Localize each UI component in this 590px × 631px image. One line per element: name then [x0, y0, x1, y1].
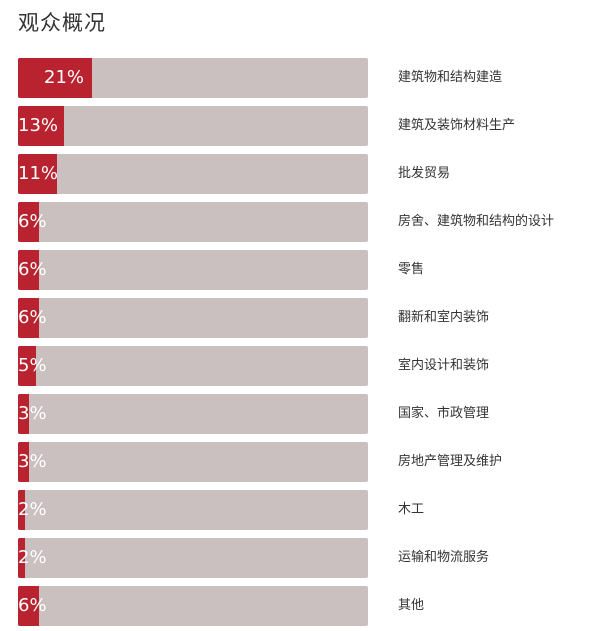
bar-fill — [18, 298, 39, 338]
bar-fill — [18, 106, 64, 146]
bar-row: 5% 室内设计和装饰 — [18, 346, 578, 386]
bar-category-label: 建筑及装饰材料生产 — [398, 118, 516, 133]
bar-value-label: 2% — [18, 499, 47, 520]
bar-fill — [18, 490, 25, 530]
bar-track: 6% — [18, 586, 368, 626]
bar-track: 2% — [18, 490, 368, 530]
bar-row: 6% 翻新和室内装饰 — [18, 298, 578, 338]
bar-row: 3% 国家、市政管理 — [18, 394, 578, 434]
bar-value-label: 6% — [18, 595, 47, 616]
bar-value-label: 2% — [18, 547, 47, 568]
bar-fill — [18, 154, 57, 194]
bar-row: 21% 建筑物和结构建造 — [18, 58, 578, 98]
bar-row: 2% 木工 — [18, 490, 578, 530]
bar-category-label: 其他 — [398, 598, 425, 613]
bar-category-label: 房地产管理及维护 — [398, 454, 503, 469]
bar-value-label: 5% — [18, 355, 47, 376]
bar-value-label: 11% — [18, 163, 59, 184]
bar-track: 3% — [18, 442, 368, 482]
bar-category-label: 室内设计和装饰 — [398, 358, 490, 373]
bar-value-label: 21% — [44, 67, 85, 88]
bar-category-label: 运输和物流服务 — [398, 550, 490, 565]
bar-category-label: 木工 — [398, 502, 425, 517]
bar-category-label: 建筑物和结构建造 — [398, 70, 503, 85]
bar-value-label: 13% — [18, 115, 59, 136]
bar-fill — [18, 538, 25, 578]
chart-title: 观众概况 — [18, 11, 106, 35]
bar-category-label: 国家、市政管理 — [398, 406, 490, 421]
bar-fill — [18, 58, 92, 98]
bar-row: 2% 运输和物流服务 — [18, 538, 578, 578]
bar-value-label: 6% — [18, 211, 47, 232]
bar-row: 6% 零售 — [18, 250, 578, 290]
bar-value-label: 6% — [18, 307, 47, 328]
bar-fill — [18, 202, 39, 242]
bar-value-label: 3% — [18, 451, 47, 472]
bar-category-label: 批发贸易 — [398, 166, 451, 181]
bar-fill — [18, 586, 39, 626]
bar-track: 2% — [18, 538, 368, 578]
bar-value-label: 6% — [18, 259, 47, 280]
bar-category-label: 房舍、建筑物和结构的设计 — [398, 214, 555, 229]
bar-track: 6% — [18, 250, 368, 290]
bar-track: 6% — [18, 298, 368, 338]
bar-fill — [18, 346, 36, 386]
bar-row: 6% 房舍、建筑物和结构的设计 — [18, 202, 578, 242]
bar-row: 11% 批发贸易 — [18, 154, 578, 194]
bar-fill — [18, 394, 29, 434]
bar-track: 5% — [18, 346, 368, 386]
bar-row: 3% 房地产管理及维护 — [18, 442, 578, 482]
bar-track: 3% — [18, 394, 368, 434]
bar-row: 6% 其他 — [18, 586, 578, 626]
bar-track: 6% — [18, 202, 368, 242]
bar-value-label: 3% — [18, 403, 47, 424]
bar-row: 13% 建筑及装饰材料生产 — [18, 106, 578, 146]
bar-fill — [18, 442, 29, 482]
bar-category-label: 翻新和室内装饰 — [398, 310, 490, 325]
bar-track: 21% — [18, 58, 368, 98]
bar-category-label: 零售 — [398, 262, 425, 277]
bar-fill — [18, 250, 39, 290]
bar-track: 11% — [18, 154, 368, 194]
bar-track: 13% — [18, 106, 368, 146]
